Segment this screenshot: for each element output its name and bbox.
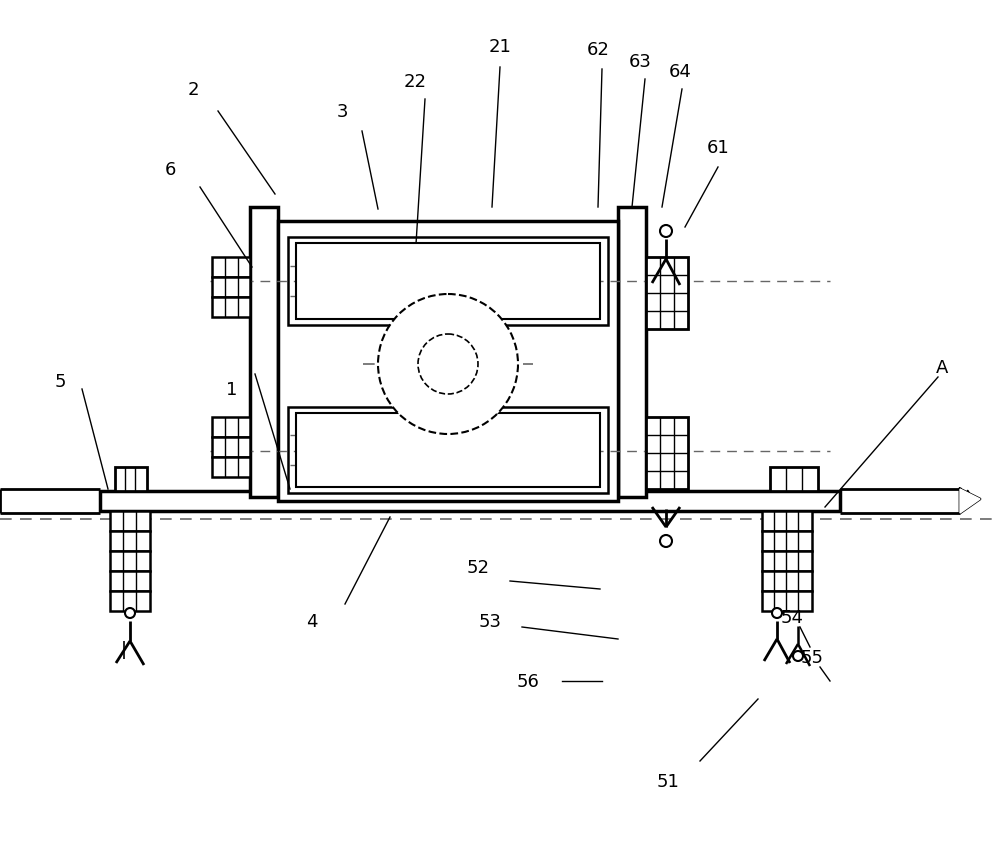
Text: 54: 54 <box>780 608 804 626</box>
Bar <box>110 551 150 572</box>
Bar <box>212 457 250 478</box>
FancyBboxPatch shape <box>296 413 600 487</box>
Text: 61: 61 <box>707 139 729 157</box>
Bar <box>278 222 618 501</box>
Bar <box>288 407 608 493</box>
Bar <box>770 468 818 492</box>
Text: 63: 63 <box>629 53 651 71</box>
Text: 4: 4 <box>306 612 318 630</box>
FancyBboxPatch shape <box>296 244 600 319</box>
Bar <box>100 492 840 511</box>
Bar <box>250 208 278 498</box>
Bar <box>762 551 812 572</box>
Text: 62: 62 <box>587 41 609 59</box>
Text: 6: 6 <box>164 161 176 179</box>
Bar <box>646 418 688 489</box>
Circle shape <box>660 536 672 548</box>
Text: 64: 64 <box>669 63 691 81</box>
Circle shape <box>793 651 803 661</box>
Bar <box>646 257 688 330</box>
Text: 5: 5 <box>54 373 66 391</box>
Bar <box>212 278 250 298</box>
Text: 2: 2 <box>187 81 199 99</box>
Bar <box>212 437 250 457</box>
Text: 3: 3 <box>336 102 348 121</box>
Bar <box>115 468 147 492</box>
Text: 21: 21 <box>489 38 511 56</box>
Polygon shape <box>960 489 980 513</box>
Bar <box>762 592 812 611</box>
Text: 52: 52 <box>467 558 490 576</box>
Text: 55: 55 <box>800 648 824 666</box>
Bar <box>110 531 150 551</box>
Text: 22: 22 <box>404 73 427 91</box>
Text: 1: 1 <box>226 381 238 399</box>
Circle shape <box>418 335 478 394</box>
Bar <box>110 592 150 611</box>
Text: 56: 56 <box>517 672 539 691</box>
Bar <box>110 511 150 531</box>
Text: A: A <box>936 358 948 376</box>
Bar <box>762 531 812 551</box>
Bar <box>110 572 150 592</box>
Text: 53: 53 <box>479 612 502 630</box>
Text: 51: 51 <box>657 772 679 790</box>
Bar <box>762 511 812 531</box>
Bar <box>212 257 250 278</box>
Circle shape <box>772 608 782 618</box>
Circle shape <box>378 294 518 435</box>
Circle shape <box>660 226 672 238</box>
Bar <box>212 298 250 318</box>
Circle shape <box>125 608 135 618</box>
Bar <box>288 238 608 325</box>
Bar <box>212 418 250 437</box>
Bar <box>762 572 812 592</box>
Bar <box>618 208 646 498</box>
